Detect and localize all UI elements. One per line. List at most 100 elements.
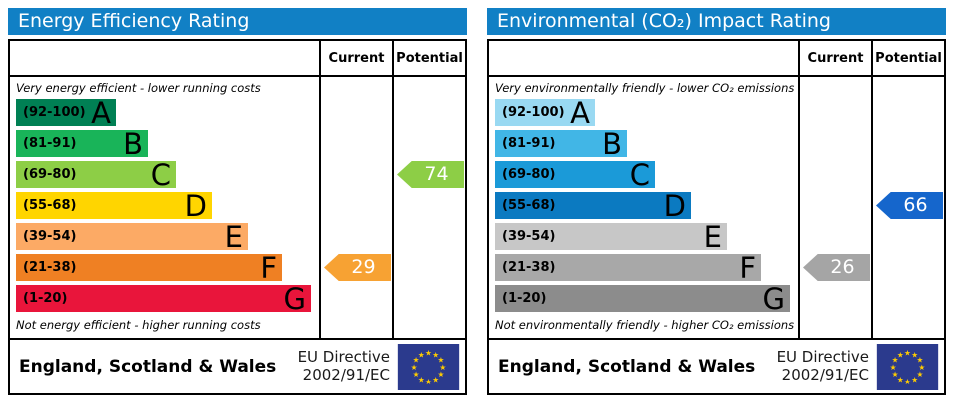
footer-row: England, Scotland & Wales EU Directive 2… bbox=[10, 338, 465, 393]
band-letter: B bbox=[123, 126, 143, 161]
current-rating-value: 26 bbox=[830, 256, 855, 278]
eu-flag-stars: ★ ★ ★★ ★★ ★★ ★★ ★★ bbox=[890, 348, 926, 386]
band-range: (21-38) bbox=[502, 260, 556, 275]
svg-text:★: ★ bbox=[892, 355, 899, 364]
potential-column-header: Potential bbox=[392, 41, 465, 75]
svg-text:★: ★ bbox=[897, 350, 904, 359]
region-label: England, Scotland & Wales bbox=[19, 356, 277, 377]
current-rating-arrow: 29 bbox=[324, 254, 391, 281]
top-caption: Very energy efficient - lower running co… bbox=[16, 81, 261, 95]
panel-title: Energy Efficiency Rating bbox=[8, 8, 467, 35]
potential-rating-value: 74 bbox=[424, 163, 449, 185]
band-chart: Very energy efficient - lower running co… bbox=[10, 77, 319, 338]
band-f: (21-38) F bbox=[16, 253, 282, 282]
potential-rating-arrow: 74 bbox=[397, 161, 464, 188]
top-caption: Very environmentally friendly - lower CO… bbox=[495, 81, 795, 95]
band-range: (81-91) bbox=[23, 136, 77, 151]
band-range: (1-20) bbox=[502, 291, 547, 306]
panel-title: Environmental (CO₂) Impact Rating bbox=[487, 8, 946, 35]
svg-text:★: ★ bbox=[918, 362, 925, 371]
environmental-impact-panel: Environmental (CO₂) Impact Rating Curren… bbox=[487, 8, 946, 395]
band-range: (69-80) bbox=[23, 167, 77, 182]
band-letter: A bbox=[91, 95, 111, 130]
svg-text:★: ★ bbox=[892, 370, 899, 379]
band-letter: C bbox=[150, 157, 171, 192]
band-range: (21-38) bbox=[23, 260, 77, 275]
svg-text:★: ★ bbox=[418, 375, 425, 384]
band-range: (69-80) bbox=[502, 167, 556, 182]
column-header-row: Current Potential bbox=[489, 41, 944, 77]
band-d: (55-68) D bbox=[16, 188, 212, 223]
svg-text:★: ★ bbox=[418, 350, 425, 359]
potential-column-header: Potential bbox=[871, 41, 944, 75]
footer-row: England, Scotland & Wales EU Directive 2… bbox=[489, 338, 944, 393]
svg-text:★: ★ bbox=[917, 355, 924, 364]
svg-text:★: ★ bbox=[425, 377, 432, 386]
band-letter: F bbox=[739, 250, 756, 285]
current-rating-arrow: 26 bbox=[803, 254, 870, 281]
eu-flag-stars: ★ ★ ★★ ★★ ★★ ★★ ★★ bbox=[411, 348, 447, 386]
rating-table: Current Potential Very energy efficient … bbox=[8, 39, 467, 395]
eu-flag-icon: ★ ★ ★★ ★★ ★★ ★★ ★★ bbox=[876, 343, 939, 390]
band-letter: D bbox=[663, 188, 686, 223]
potential-column: 66 bbox=[871, 77, 944, 338]
eu-directive-label: EU Directive 2002/91/EC bbox=[776, 348, 869, 384]
eu-directive-label: EU Directive 2002/91/EC bbox=[297, 348, 390, 384]
band-c: (69-80) C bbox=[495, 157, 655, 192]
band-letter: E bbox=[224, 219, 243, 254]
band-range: (55-68) bbox=[502, 198, 556, 213]
band-e: (39-54) E bbox=[495, 219, 727, 254]
band-letter: C bbox=[629, 157, 650, 192]
band-range: (55-68) bbox=[23, 198, 77, 213]
band-chart: Very environmentally friendly - lower CO… bbox=[489, 77, 798, 338]
band-c: (69-80) C bbox=[16, 157, 176, 192]
column-header-row: Current Potential bbox=[10, 41, 465, 77]
band-range: (39-54) bbox=[502, 229, 556, 244]
chart-header-spacer bbox=[489, 41, 798, 75]
band-e: (39-54) E bbox=[16, 219, 248, 254]
svg-text:★: ★ bbox=[411, 362, 418, 371]
band-letter: G bbox=[762, 281, 785, 316]
bottom-caption: Not energy efficient - higher running co… bbox=[16, 318, 261, 332]
region-label: England, Scotland & Wales bbox=[498, 356, 756, 377]
svg-text:★: ★ bbox=[917, 370, 924, 379]
svg-text:★: ★ bbox=[438, 355, 445, 364]
potential-column: 74 bbox=[392, 77, 465, 338]
band-letter: E bbox=[703, 219, 722, 254]
potential-rating-arrow: 66 bbox=[876, 192, 943, 219]
band-range: (1-20) bbox=[23, 291, 68, 306]
band-range: (81-91) bbox=[502, 136, 556, 151]
svg-text:★: ★ bbox=[904, 377, 911, 386]
band-range: (92-100) bbox=[502, 105, 565, 120]
band-letter: A bbox=[570, 95, 590, 130]
svg-text:★: ★ bbox=[911, 375, 918, 384]
svg-text:★: ★ bbox=[425, 348, 432, 357]
eu-flag-icon: ★ ★ ★★ ★★ ★★ ★★ ★★ bbox=[397, 343, 460, 390]
band-f: (21-38) F bbox=[495, 250, 761, 285]
rating-table: Current Potential Very environmentally f… bbox=[487, 39, 946, 395]
band-a: (92-100) A bbox=[495, 95, 595, 130]
band-letter: D bbox=[184, 188, 207, 223]
chart-body-row: Very energy efficient - lower running co… bbox=[10, 77, 465, 338]
svg-text:★: ★ bbox=[897, 375, 904, 384]
svg-text:★: ★ bbox=[904, 348, 911, 357]
svg-text:★: ★ bbox=[911, 350, 918, 359]
band-a: (92-100) A bbox=[16, 95, 116, 130]
potential-rating-value: 66 bbox=[903, 194, 928, 216]
band-g: (1-20) G bbox=[16, 284, 311, 313]
band-range: (92-100) bbox=[23, 105, 86, 120]
band-d: (55-68) D bbox=[495, 188, 691, 223]
svg-text:★: ★ bbox=[439, 362, 446, 371]
svg-text:★: ★ bbox=[413, 355, 420, 364]
svg-text:★: ★ bbox=[438, 370, 445, 379]
current-column-header: Current bbox=[319, 41, 392, 75]
current-column-header: Current bbox=[798, 41, 871, 75]
epc-rating-charts: Energy Efficiency Rating Current Potenti… bbox=[8, 8, 946, 395]
current-rating-value: 29 bbox=[351, 256, 376, 278]
energy-efficiency-panel: Energy Efficiency Rating Current Potenti… bbox=[8, 8, 467, 395]
chart-header-spacer bbox=[10, 41, 319, 75]
svg-text:★: ★ bbox=[890, 362, 897, 371]
current-column: 29 bbox=[319, 77, 392, 338]
svg-text:★: ★ bbox=[413, 370, 420, 379]
band-letter: B bbox=[602, 126, 622, 161]
